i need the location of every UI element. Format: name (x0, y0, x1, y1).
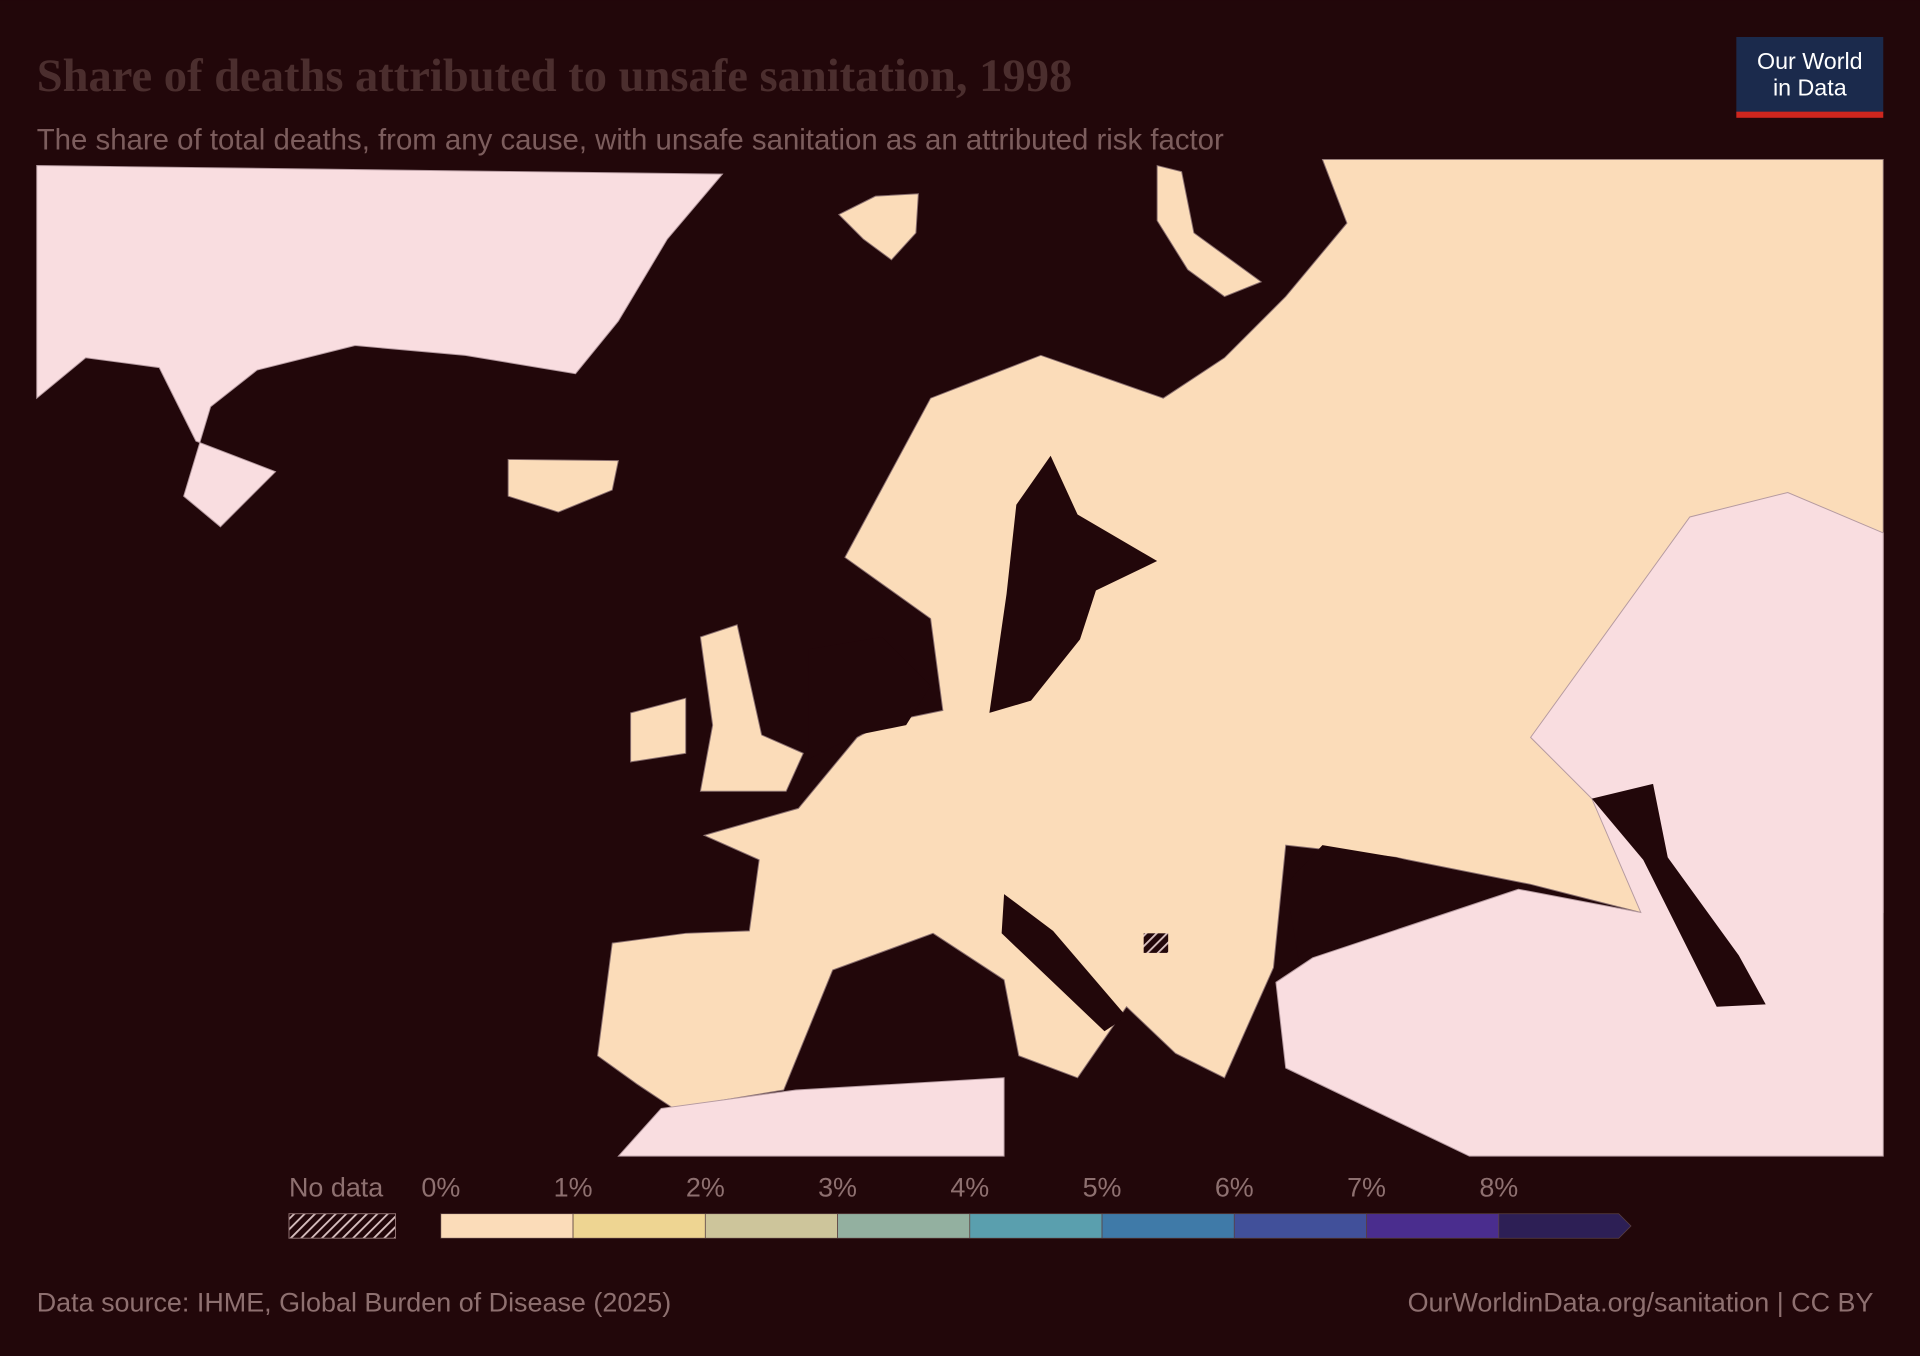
legend-tick-label: 2% (686, 1173, 725, 1203)
source: Data source: IHME, Global Burden of Dise… (37, 1288, 671, 1318)
legend-no-data-swatch (288, 1213, 396, 1239)
map (36, 158, 1884, 1157)
svalbard (837, 193, 919, 261)
legend-bin (440, 1213, 574, 1239)
europe-russia (597, 158, 1884, 1109)
legend-bin (1101, 1213, 1235, 1239)
legend-bin (704, 1213, 838, 1239)
north-sea (808, 636, 931, 760)
baltic-sea (989, 455, 1158, 713)
adriatic (1001, 894, 1127, 1032)
legend-tick-label: 7% (1347, 1173, 1386, 1203)
legend-bin (572, 1213, 706, 1239)
ireland (630, 697, 687, 763)
logo-text: Our World (1757, 48, 1863, 74)
subtitle: The share of total deaths, from any caus… (37, 124, 1224, 157)
legend-tick-label: 6% (1215, 1173, 1254, 1203)
legend-tick-label: 1% (554, 1173, 593, 1203)
legend-tick-label: 5% (1083, 1173, 1122, 1203)
kosovo-no-data (1143, 933, 1169, 953)
legend-bin (837, 1213, 971, 1239)
legend-bin (1366, 1213, 1500, 1239)
caspian-sea (1591, 783, 1766, 1007)
logo-text: in Data (1773, 75, 1847, 101)
great-britain (699, 624, 804, 792)
novaya-zemlya (1156, 164, 1263, 298)
source-url: OurWorldinData.org/sanitation | CC BY (1408, 1288, 1874, 1318)
iceland (507, 458, 619, 513)
legend-bin-open (1498, 1213, 1632, 1239)
title: Share of deaths attributed to unsafe san… (37, 51, 1072, 102)
legend-tick-label: 0% (421, 1173, 460, 1203)
legend-tick-label: 4% (950, 1173, 989, 1203)
legend-no-data-label: No data (289, 1173, 383, 1203)
legend-bin (969, 1213, 1103, 1239)
legend-tick-label: 8% (1479, 1173, 1518, 1203)
africa (617, 1077, 1005, 1157)
logo-bar (1736, 111, 1884, 118)
greenland (36, 165, 724, 528)
legend: 0% 1% 2% 3% 4% 5% 6% 7% 8% (421, 1173, 1632, 1239)
logo: Our World in Data (1736, 36, 1884, 118)
logo-box (1736, 36, 1884, 113)
legend-bin (1233, 1213, 1367, 1239)
black-sea (1285, 845, 1534, 971)
legend-tick-label: 3% (818, 1173, 857, 1203)
